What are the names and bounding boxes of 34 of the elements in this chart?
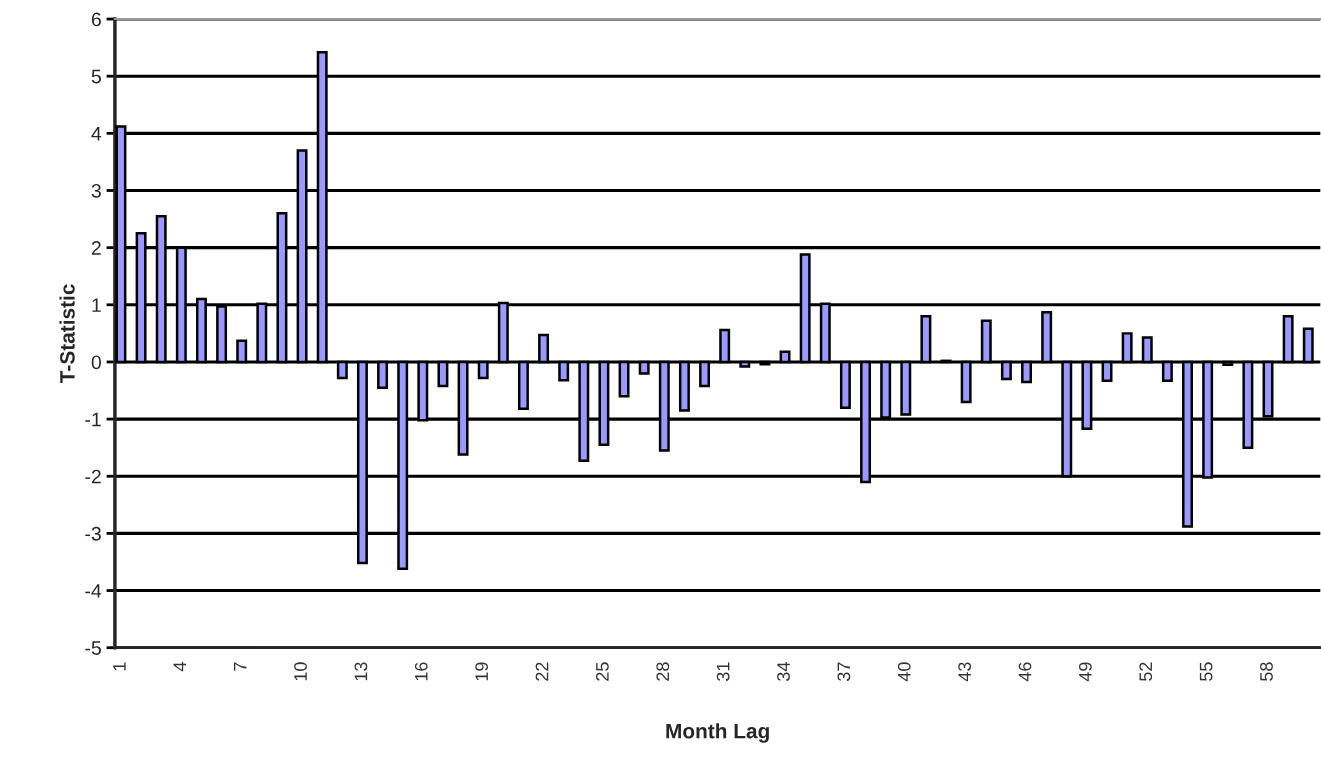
x-tick-label: 34 <box>777 662 790 681</box>
x-tick-label: 52 <box>1139 662 1153 681</box>
y-tick-label: 5 <box>91 69 101 84</box>
y-axis-title: T-Statistic <box>59 284 75 383</box>
x-tick-label: 28 <box>656 662 670 681</box>
y-tick-label: 1 <box>92 298 101 312</box>
y-tick-label: -3 <box>85 526 101 541</box>
x-tick-label: 46 <box>1018 662 1032 682</box>
y-tick-label: -5 <box>85 641 101 655</box>
x-tick-label: 40 <box>897 662 911 682</box>
x-tick-label: 43 <box>958 662 972 682</box>
x-tick-label: 4 <box>173 662 186 672</box>
x-tick-label: 1 <box>113 662 126 671</box>
y-tick-label: 4 <box>91 127 102 141</box>
y-tick-label: -4 <box>85 584 102 598</box>
x-tick-label: 16 <box>414 662 428 681</box>
x-tick-label: 37 <box>837 662 851 681</box>
x-tick-label: 25 <box>596 662 609 681</box>
x-tick-label: 7 <box>233 662 247 671</box>
x-tick-label: 10 <box>294 662 307 681</box>
x-tick-label: 22 <box>535 662 549 681</box>
x-tick-label: 13 <box>354 662 368 681</box>
y-tick-label: 6 <box>91 12 101 27</box>
x-tick-label: 49 <box>1078 662 1092 682</box>
x-tick-label: 19 <box>475 662 489 681</box>
x-tick-label: 31 <box>716 662 730 681</box>
y-tick-label: -2 <box>85 469 101 484</box>
y-tick-label: 0 <box>91 355 101 370</box>
y-tick-label: 2 <box>91 241 101 255</box>
x-tick-label: 58 <box>1260 662 1273 681</box>
x-axis-title: Month Lag <box>666 723 769 743</box>
y-tick-label: 3 <box>91 183 101 198</box>
y-tick-label: -1 <box>85 412 101 427</box>
x-tick-label: 55 <box>1199 662 1213 681</box>
